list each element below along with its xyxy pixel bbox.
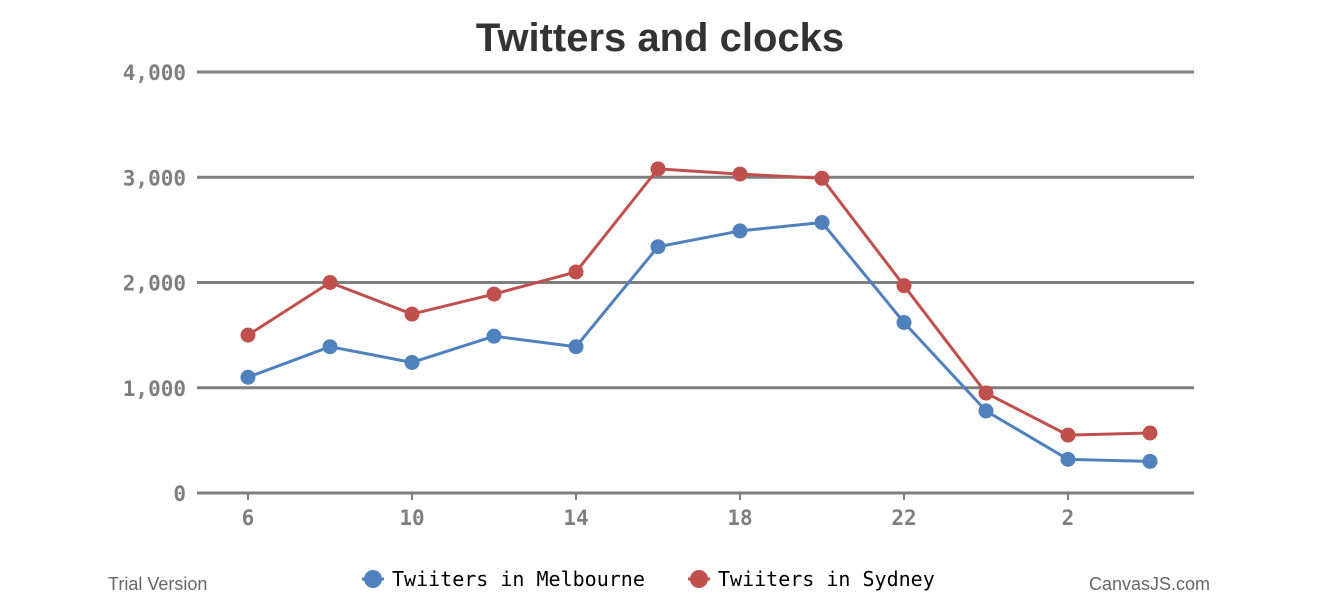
data-point[interactable] bbox=[896, 278, 912, 294]
y-tick-label: 1,000 bbox=[123, 377, 186, 401]
y-tick-label: 3,000 bbox=[123, 166, 186, 190]
data-point[interactable] bbox=[978, 385, 994, 401]
legend-item[interactable]: Twiiters in Melbourne bbox=[362, 567, 645, 591]
data-point[interactable] bbox=[486, 286, 502, 302]
data-point[interactable] bbox=[322, 339, 338, 355]
x-axis-tick-labels: 6 10 14 18 22 2 bbox=[242, 493, 1075, 530]
data-point[interactable] bbox=[1060, 451, 1076, 467]
x-tick-label: 6 bbox=[242, 506, 255, 530]
data-point[interactable] bbox=[650, 239, 666, 255]
data-point[interactable] bbox=[322, 275, 338, 290]
data-point[interactable] bbox=[240, 327, 256, 343]
data-point[interactable] bbox=[568, 339, 584, 355]
series-line bbox=[247, 221, 1151, 463]
legend-marker bbox=[364, 570, 382, 588]
canvasjs-credit-text[interactable]: CanvasJS.com bbox=[1089, 574, 1210, 594]
data-point[interactable] bbox=[404, 354, 420, 370]
x-tick-label: 10 bbox=[399, 506, 424, 530]
legend-item[interactable]: Twiiters in Sydney bbox=[688, 567, 935, 591]
data-point[interactable] bbox=[814, 170, 830, 186]
y-axis-tick-labels: 0 1,000 2,000 3,000 4,000 bbox=[123, 61, 186, 506]
grid-lines bbox=[197, 70, 1194, 495]
x-tick-label: 2 bbox=[1062, 506, 1075, 530]
trial-version-label: Trial Version bbox=[108, 574, 207, 594]
series-layer bbox=[240, 161, 1158, 469]
data-point[interactable] bbox=[486, 328, 502, 344]
canvasjs-credit-link[interactable]: CanvasJS.com bbox=[1089, 574, 1210, 594]
series-line bbox=[247, 167, 1151, 437]
data-point[interactable] bbox=[404, 306, 420, 322]
legend[interactable]: Twiiters in Melbourne Twiiters in Sydney bbox=[362, 567, 935, 591]
x-tick-label: 14 bbox=[563, 506, 588, 530]
x-tick-label: 22 bbox=[891, 506, 916, 530]
data-point[interactable] bbox=[650, 161, 666, 177]
data-point[interactable] bbox=[732, 166, 748, 182]
chart-title: Twitters and clocks bbox=[476, 16, 844, 60]
data-point[interactable] bbox=[732, 223, 748, 239]
legend-label: Twiiters in Sydney bbox=[718, 567, 935, 591]
data-point[interactable] bbox=[1142, 425, 1158, 441]
data-point[interactable] bbox=[978, 403, 994, 419]
legend-label: Twiiters in Melbourne bbox=[392, 567, 645, 591]
y-tick-label: 4,000 bbox=[123, 61, 186, 85]
data-point[interactable] bbox=[568, 264, 584, 280]
series-melbourne bbox=[240, 215, 1158, 469]
y-tick-label: 2,000 bbox=[123, 272, 186, 296]
series-sydney bbox=[240, 161, 1158, 443]
x-tick-label: 18 bbox=[727, 506, 752, 530]
legend-marker bbox=[690, 570, 708, 588]
y-tick-label: 0 bbox=[173, 482, 186, 506]
data-point[interactable] bbox=[240, 369, 256, 385]
data-point[interactable] bbox=[896, 314, 912, 330]
data-point[interactable] bbox=[814, 215, 830, 231]
data-point[interactable] bbox=[1060, 427, 1076, 443]
data-point[interactable] bbox=[1142, 453, 1158, 469]
